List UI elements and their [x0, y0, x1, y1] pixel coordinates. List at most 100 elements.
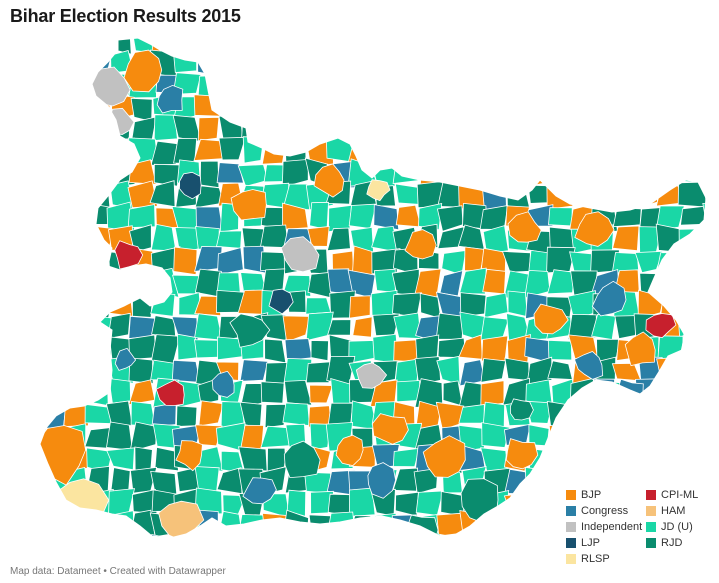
- constituency-congress: [367, 462, 397, 499]
- constituency-region: [546, 269, 575, 295]
- constituency-region: [282, 202, 309, 230]
- constituency-region: [307, 226, 330, 247]
- legend-swatch: [646, 522, 656, 532]
- constituency-bjp: [404, 229, 437, 260]
- legend-label: BJP: [581, 489, 602, 501]
- constituency-region: [150, 140, 179, 166]
- constituency-region: [153, 114, 178, 141]
- constituency-region: [482, 225, 509, 254]
- constituency-region: [482, 268, 506, 295]
- constituency-region: [216, 230, 243, 249]
- map-title: Bihar Election Results 2015: [10, 6, 241, 26]
- constituency-bjp: [574, 211, 615, 247]
- legend-swatch: [566, 506, 576, 516]
- constituency-region: [373, 204, 400, 231]
- legend-swatch: [566, 538, 576, 548]
- constituency-region: [310, 340, 329, 362]
- constituency-region: [283, 357, 313, 386]
- constituency-region: [352, 316, 373, 338]
- constituency-bjp: [175, 440, 203, 472]
- constituency-region: [195, 424, 223, 447]
- constituency-cpi-ml: [114, 240, 144, 270]
- constituency-congress: [211, 370, 235, 398]
- constituency-region: [435, 312, 465, 340]
- constituency-congress: [591, 280, 627, 317]
- constituency-region: [127, 180, 158, 209]
- constituency-bjp: [422, 435, 466, 478]
- source-credit: Map data: Datameet • Created with Datawr…: [10, 566, 226, 577]
- constituency-region: [195, 226, 220, 250]
- legend-item-congress: Congress: [566, 504, 646, 518]
- constituency-region: [309, 201, 329, 230]
- constituency-region: [392, 447, 420, 468]
- map-legend: BJP CPI-ML Congress HAM Independent JD (U) LJP…: [566, 488, 716, 566]
- constituency-region: [282, 402, 310, 427]
- constituency-region: [239, 359, 269, 382]
- legend-item-ham: HAM: [646, 504, 716, 518]
- constituency-region: [154, 446, 179, 472]
- legend-label: RJD: [661, 537, 683, 549]
- legend-label: Independent: [581, 521, 643, 533]
- constituency-region: [458, 267, 487, 295]
- legend-swatch: [566, 490, 576, 500]
- legend-swatch: [646, 538, 656, 548]
- constituency-region: [348, 487, 376, 517]
- constituency-bjp: [335, 434, 364, 467]
- legend-item-rlsp: RLSP: [566, 552, 646, 566]
- constituency-region: [108, 378, 132, 404]
- constituency-bjp: [505, 438, 539, 470]
- constituency-region: [239, 383, 268, 409]
- legend-item-ljp: LJP: [566, 536, 646, 550]
- constituency-congress: [242, 477, 277, 505]
- constituency-region: [84, 427, 113, 449]
- constituency-region: [106, 447, 135, 471]
- constituency-region: [282, 315, 311, 343]
- constituency-region: [612, 225, 640, 252]
- constituency-region: [286, 489, 307, 517]
- constituency-region: [218, 136, 247, 161]
- legend-label: HAM: [661, 505, 686, 517]
- constituency-region: [480, 380, 505, 407]
- constituency-region: [328, 204, 352, 233]
- constituency-bjp: [533, 303, 569, 335]
- constituency-region: [634, 250, 664, 274]
- constituency-region: [106, 421, 133, 451]
- constituency-region: [309, 384, 334, 404]
- constituency-independent: [355, 362, 388, 389]
- constituency-region: [151, 315, 177, 339]
- constituency-region: [504, 357, 530, 381]
- constituency-region: [199, 160, 220, 189]
- constituency-bjp: [371, 413, 409, 445]
- legend-item-independent: Independent: [566, 520, 646, 534]
- constituency-region: [264, 403, 287, 429]
- constituency-region: [481, 335, 509, 362]
- legend-item-bjp: BJP: [566, 488, 646, 502]
- constituency-region: [418, 202, 443, 231]
- constituency-region: [197, 116, 220, 142]
- constituency-region: [129, 421, 158, 453]
- constituency-region: [260, 381, 285, 404]
- constituency-congress: [156, 84, 184, 114]
- constituency-region: [414, 356, 441, 386]
- constituency-bjp: [624, 331, 656, 367]
- constituency-region: [392, 467, 419, 492]
- constituency-region: [284, 338, 313, 361]
- constituency-region: [611, 252, 640, 276]
- legend-swatch: [566, 522, 576, 532]
- constituency-region: [240, 424, 265, 451]
- constituency-region: [458, 404, 485, 424]
- constituency-rjd: [283, 440, 321, 479]
- constituency-region: [327, 319, 352, 336]
- constituency-region: [134, 446, 153, 472]
- constituency-region: [435, 401, 465, 431]
- constituency-bjp: [123, 49, 163, 93]
- constituency-region: [548, 207, 573, 227]
- constituency-region: [194, 295, 222, 317]
- constituency-ljp: [179, 171, 202, 200]
- constituency-region: [173, 137, 198, 164]
- constituency-region: [326, 227, 351, 252]
- constituency-rlsp: [366, 179, 391, 202]
- constituency-region: [130, 401, 156, 426]
- constituency-ljp: [268, 288, 294, 315]
- constituency-region: [198, 400, 224, 427]
